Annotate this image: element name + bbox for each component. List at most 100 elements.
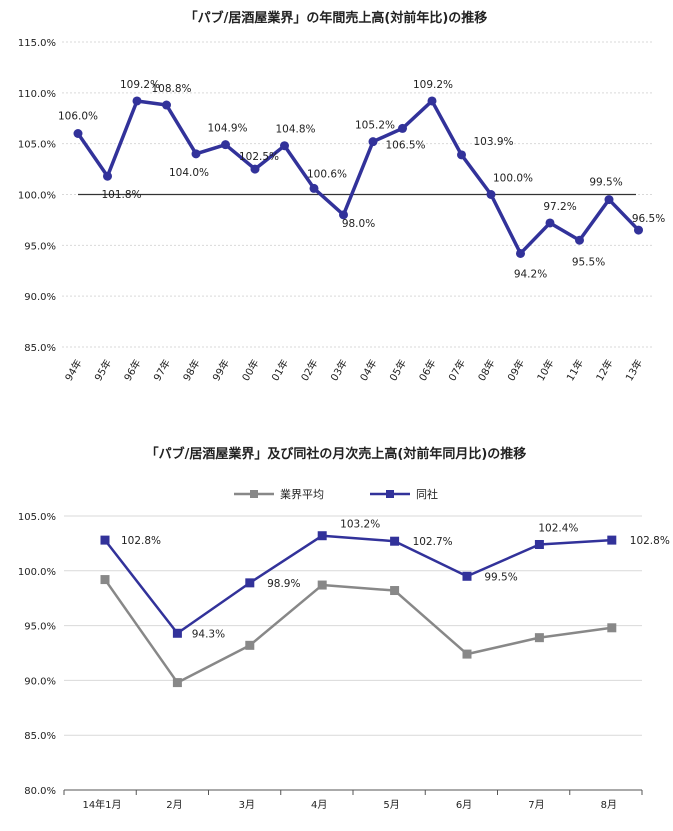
chart2-data-label: 102.8% bbox=[630, 535, 670, 547]
chart1-y-tick-label: 95.0% bbox=[24, 241, 56, 252]
chart2-industry-point bbox=[245, 640, 255, 650]
chart1-x-tick-label: 10年 bbox=[534, 357, 557, 383]
chart1-data-point bbox=[368, 137, 378, 147]
chart1-data-point bbox=[221, 140, 230, 150]
chart1-x-tick-label: 12年 bbox=[593, 357, 616, 383]
chart2-legend-label: 同社 bbox=[416, 487, 438, 501]
chart1-x-tick-label: 09年 bbox=[504, 357, 527, 383]
chart1-data-label: 96.5% bbox=[632, 213, 665, 225]
chart2-industry-point bbox=[100, 575, 110, 585]
chart2-company-point bbox=[607, 535, 617, 545]
chart2-legend-marker bbox=[250, 490, 258, 498]
chart1-x-tick-label: 01年 bbox=[268, 357, 291, 383]
chart2-x-tick-label: 2月 bbox=[166, 799, 182, 811]
chart2-data-label: 103.2% bbox=[340, 519, 380, 531]
chart1-x-tick-label: 11年 bbox=[563, 357, 586, 383]
chart1-data-label: 95.5% bbox=[572, 256, 605, 268]
chart1-data-point bbox=[634, 225, 643, 235]
chart1-x-tick-label: 05年 bbox=[386, 357, 409, 383]
chart1-data-point bbox=[398, 123, 407, 133]
chart1-data-point bbox=[486, 190, 496, 199]
chart1-data-label: 104.8% bbox=[275, 124, 315, 136]
chart2-y-tick-label: 80.0% bbox=[24, 786, 56, 797]
chart2-title: 「パブ/居酒屋業界」及び同社の月次売上高(対前年同月比)の推移 bbox=[146, 446, 527, 462]
chart1-data-label: 100.0% bbox=[493, 173, 533, 185]
chart2-industry-point bbox=[317, 580, 327, 590]
chart2-x-tick-label: 14年1月 bbox=[82, 798, 121, 811]
chart1-data-label: 98.0% bbox=[342, 218, 375, 230]
chart2-industry-point bbox=[462, 649, 472, 659]
chart1-x-tick-label: 95年 bbox=[91, 357, 114, 383]
chart1-data-label: 105.2% bbox=[355, 120, 395, 132]
chart1-data-point bbox=[132, 96, 142, 106]
chart1-data-label: 99.5% bbox=[589, 177, 622, 189]
annual-sales-chart-svg: 「パブ/居酒屋業界」の年間売上高(対前年比)の推移 115.0% 110.0% 105… bbox=[18, 10, 665, 383]
chart2-legend-marker bbox=[386, 490, 394, 498]
chart2-x-tick-label: 5月 bbox=[383, 799, 399, 811]
chart1-data-point bbox=[604, 195, 614, 205]
chart2-legend-label: 業界平均 bbox=[280, 488, 324, 501]
chart1-data-label: 102.5% bbox=[239, 151, 279, 163]
chart1-x-tick-label: 96年 bbox=[121, 357, 144, 383]
chart1-data-label: 106.5% bbox=[385, 139, 425, 151]
chart1-data-label: 100.6% bbox=[307, 168, 347, 180]
chart1-data-point bbox=[427, 96, 437, 106]
chart1-title: 「パブ/居酒屋業界」の年間売上高(対前年比)の推移 bbox=[185, 10, 488, 26]
chart2-data-label: 99.5% bbox=[484, 571, 517, 583]
chart2-industry-point bbox=[534, 633, 544, 643]
chart2-y-tick-label: 85.0% bbox=[24, 731, 56, 742]
chart1-data-point bbox=[280, 141, 289, 151]
chart1-y-tick-label: 110.0% bbox=[18, 89, 56, 100]
chart1-data-point bbox=[545, 218, 555, 228]
chart1-data-label: 104.9% bbox=[207, 123, 247, 135]
chart1-data-label: 109.2% bbox=[413, 79, 453, 91]
chart1-data-point bbox=[73, 129, 83, 138]
chart1-data-point bbox=[191, 149, 201, 159]
chart2-x-tick-label: 3月 bbox=[239, 799, 255, 811]
chart2-company-point bbox=[534, 539, 544, 549]
chart2-x-tick-label: 8月 bbox=[601, 799, 617, 811]
chart2-data-label: 98.9% bbox=[267, 578, 300, 590]
chart2-industry-point bbox=[172, 678, 182, 688]
chart1-data-point bbox=[103, 171, 112, 181]
chart1-data-point bbox=[162, 100, 171, 110]
chart1-x-tick-label: 06年 bbox=[416, 357, 439, 383]
chart2-x-tick-label: 6月 bbox=[456, 799, 472, 811]
chart2-y-tick-label: 100.0% bbox=[18, 567, 56, 578]
chart1-x-tick-label: 02年 bbox=[298, 357, 321, 383]
chart1-data-label: 97.2% bbox=[543, 201, 576, 213]
chart2-company-point bbox=[172, 628, 182, 638]
chart2-x-tick-label: 7月 bbox=[528, 799, 544, 811]
chart1-x-tick-label: 99年 bbox=[209, 357, 232, 383]
chart1-x-tick-label: 08年 bbox=[475, 357, 498, 383]
chart2-industry-point bbox=[390, 586, 400, 596]
chart1-data-point bbox=[309, 183, 319, 193]
chart2-company-point bbox=[462, 571, 472, 581]
chart2-industry-line bbox=[103, 578, 612, 684]
chart1-y-tick-label: 85.0% bbox=[24, 343, 56, 354]
chart1-x-tick-label: 13年 bbox=[622, 357, 645, 383]
chart2-data-label: 102.7% bbox=[413, 536, 453, 548]
chart1-x-tick-label: 94年 bbox=[62, 357, 85, 383]
chart1-data-point bbox=[516, 248, 525, 258]
chart1-y-tick-label: 90.0% bbox=[24, 292, 56, 303]
chart1-data-label: 109.2% bbox=[120, 79, 160, 91]
chart2-company-point bbox=[390, 536, 400, 546]
chart2-y-tick-label: 90.0% bbox=[24, 676, 56, 687]
chart1-x-tick-label: 03年 bbox=[327, 357, 350, 383]
chart1-x-tick-label: 04年 bbox=[357, 357, 380, 383]
chart1-data-label: 106.0% bbox=[58, 111, 98, 123]
chart1-series-line bbox=[76, 99, 640, 256]
chart1-data-label: 104.0% bbox=[169, 167, 209, 179]
chart2-company-line bbox=[104, 534, 612, 635]
chart2-data-label: 94.3% bbox=[192, 628, 225, 640]
chart1-data-point bbox=[575, 235, 584, 245]
chart2-company-point bbox=[245, 578, 255, 588]
chart1-data-label: 103.9% bbox=[473, 136, 513, 148]
chart1-x-tick-label: 98年 bbox=[180, 357, 203, 383]
chart2-y-tick-label: 95.0% bbox=[24, 622, 56, 633]
chart1-x-tick-label: 97年 bbox=[150, 357, 173, 383]
annual-sales-chart: 「パブ/居酒屋業界」の年間売上高(対前年比)の推移 115.0% 110.0% 105… bbox=[18, 10, 665, 383]
chart2-data-label: 102.4% bbox=[538, 522, 578, 534]
